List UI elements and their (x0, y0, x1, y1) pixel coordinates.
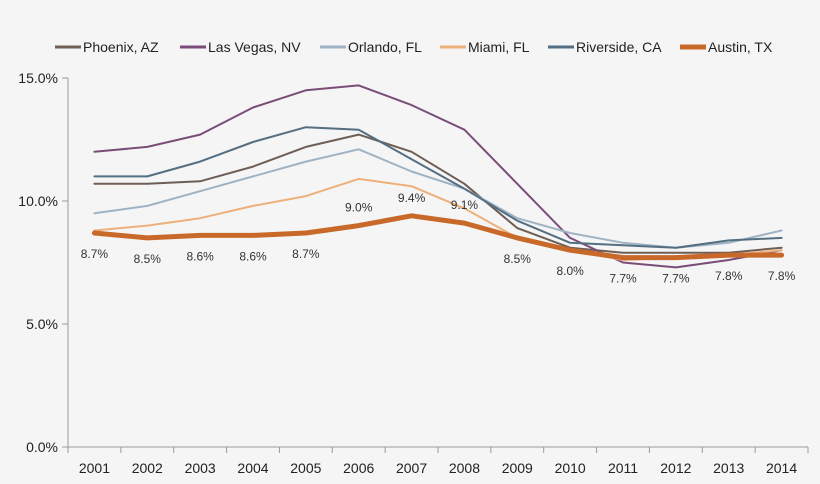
legend-label-orlando-fl: Orlando, FL (348, 39, 422, 55)
series-line-riverside-ca (93, 126, 783, 249)
data-label: 8.6% (239, 249, 267, 263)
x-tick-label: 2002 (132, 460, 163, 476)
legend-label-phoenix-az: Phoenix, AZ (83, 39, 159, 55)
x-tick-label: 2010 (555, 460, 586, 476)
x-tick-label: 2006 (343, 460, 374, 476)
legend-label-las-vegas-nv: Las Vegas, NV (208, 39, 301, 55)
x-tick-label: 2005 (290, 460, 321, 476)
x-tick-label: 2014 (766, 460, 797, 476)
data-label: 9.1% (451, 198, 479, 212)
legend-label-miami-fl: Miami, FL (468, 39, 530, 55)
data-label: 7.7% (609, 272, 637, 286)
data-label: 8.7% (292, 247, 320, 261)
data-label: 9.0% (345, 201, 373, 215)
series-line-las-vegas-nv (93, 84, 783, 269)
data-label: 8.7% (81, 247, 109, 261)
x-tick-label: 2008 (449, 460, 480, 476)
x-tick-label: 2007 (396, 460, 427, 476)
data-label: 8.5% (134, 252, 162, 266)
x-tick-label: 2012 (660, 460, 691, 476)
series-line-orlando-fl (93, 148, 783, 249)
x-tick-label: 2001 (79, 460, 110, 476)
legend-label-austin-tx: Austin, TX (708, 39, 773, 55)
legend: Phoenix, AZ Las Vegas, NV Orlando, FL Miami… (55, 39, 773, 55)
series-line-phoenix-az (93, 133, 783, 254)
data-label: 7.8% (768, 269, 796, 283)
x-tick-label: 2013 (713, 460, 744, 476)
y-tick-label: 10.0% (18, 193, 58, 209)
x-tick-label: 2003 (185, 460, 216, 476)
y-tick-label: 15.0% (18, 70, 58, 86)
data-label: 9.4% (398, 191, 426, 205)
data-label: 7.7% (662, 272, 690, 286)
y-tick-label: 0.0% (26, 439, 58, 455)
axes: 0.0% 5.0% 10.0% 15.0% 2001 2002 2003 2004 2005 20… (18, 70, 809, 476)
legend-label-riverside-ca: Riverside, CA (576, 39, 662, 55)
data-labels: 8.7% 8.5% 8.6% 8.6% 8.7% 9.0% 9.4% 9.1% 8.5% 8.0%… (81, 191, 796, 286)
y-tick-label: 5.0% (26, 316, 58, 332)
x-tick-label: 2009 (502, 460, 533, 476)
x-tick-label: 2004 (237, 460, 268, 476)
data-label: 8.5% (504, 252, 532, 266)
x-tick-label: 2011 (608, 460, 638, 476)
data-label: 8.0% (556, 264, 584, 278)
data-label: 7.8% (715, 269, 743, 283)
series-lines (91, 84, 785, 269)
data-label: 8.6% (186, 249, 214, 263)
series-line-austin-tx (91, 213, 785, 261)
